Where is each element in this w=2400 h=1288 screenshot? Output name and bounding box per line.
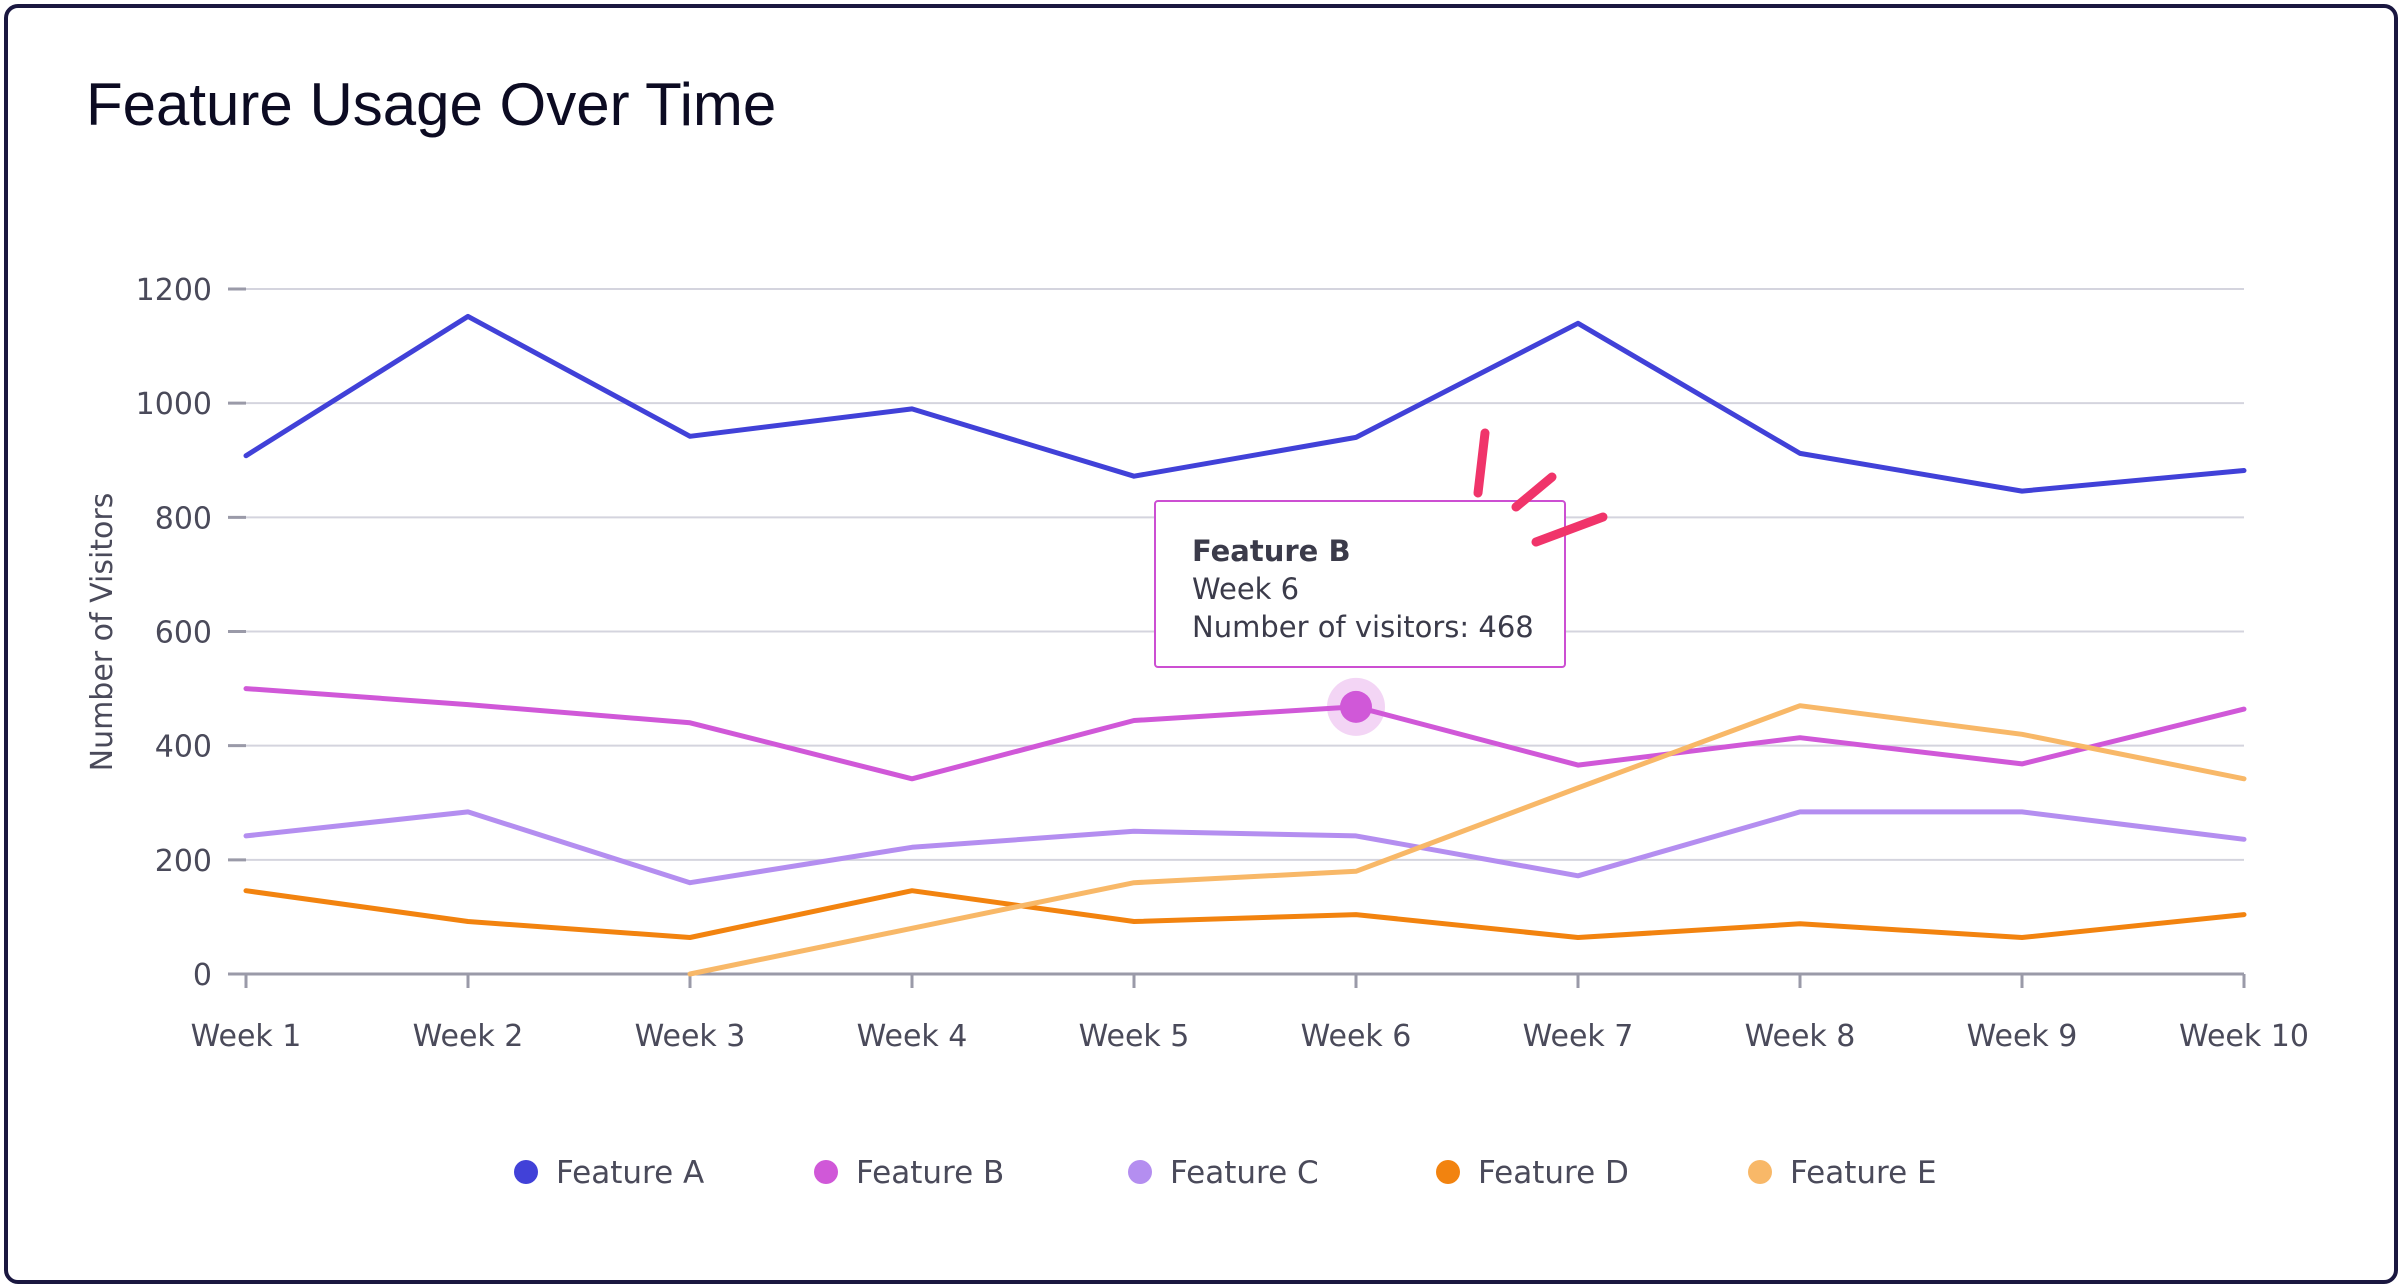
y-axis-ticks: 0 200 400 600 800 1000 1200 [136,273,246,993]
chart-title: Feature Usage Over Time [86,71,777,138]
y-tick-label: 0 [193,958,212,993]
legend-label[interactable]: Feature B [856,1155,1004,1191]
series-line-3[interactable] [243,809,2247,886]
x-tick-label: Week 6 [1301,1019,1412,1054]
legend-label[interactable]: Feature C [1170,1155,1319,1191]
legend-swatch[interactable] [814,1160,838,1184]
series-line-4[interactable] [243,888,2247,940]
legend-swatch[interactable] [1748,1160,1772,1184]
x-tick-label: Week 5 [1079,1019,1190,1054]
y-tick-label: 600 [155,616,212,651]
x-tick-label: Week 3 [635,1019,746,1054]
x-axis: Week 1 Week 2 Week 3 Week 4 Week 5 Week 6 Week… [191,974,2309,1054]
y-tick-label: 400 [155,730,212,765]
legend-swatch[interactable] [514,1160,538,1184]
tooltip-value: Number of visitors: 468 [1192,610,1534,644]
x-tick-label: Week 10 [2179,1019,2309,1054]
scribble-stroke-3 [1531,512,1608,547]
x-tick-label: Week 8 [1745,1019,1856,1054]
x-tick-label: Week 7 [1523,1019,1634,1054]
y-tick-label: 1000 [136,387,212,422]
x-tick-label: Week 9 [1967,1019,2078,1054]
y-axis-label: Number of Visitors [85,493,120,772]
series-line-5[interactable] [687,703,2247,977]
grid-lines [246,288,2244,976]
x-tick-label: Week 1 [191,1019,302,1054]
scribble-annotation [1473,428,1608,547]
tooltip: Feature B Week 6 Number of visitors: 468 [1154,500,1566,668]
legend-swatch[interactable] [1128,1160,1152,1184]
y-tick-label: 1200 [136,273,212,308]
tooltip-title: Feature B [1192,534,1351,568]
legend-label[interactable]: Feature E [1790,1155,1937,1191]
scribble-stroke-2 [1511,472,1557,512]
highlight-dot[interactable] [1340,690,1372,723]
y-tick-label: 800 [155,501,212,536]
series-line-1[interactable] [243,313,2247,494]
highlight-point[interactable] [1327,677,1385,736]
legend-label[interactable]: Feature A [556,1155,704,1191]
series-lines [243,313,2247,977]
legend-label[interactable]: Feature D [1478,1155,1629,1191]
tooltip-week: Week 6 [1192,572,1300,606]
y-tick-label: 200 [155,844,212,879]
legend: Feature A Feature B Feature C Feature D Feat… [514,1155,1937,1191]
x-tick-label: Week 4 [857,1019,968,1054]
scribble-stroke-1 [1473,428,1490,498]
series-line-2[interactable] [243,686,2247,782]
x-tick-label: Week 2 [413,1019,524,1054]
legend-swatch[interactable] [1436,1160,1460,1184]
